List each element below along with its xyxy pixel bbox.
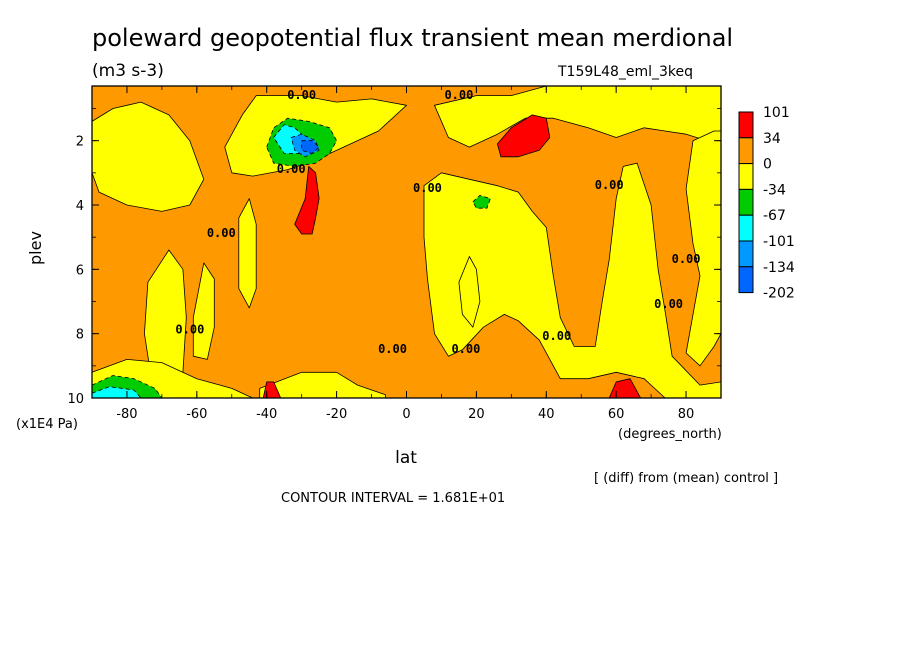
chart-units: (m3 s-3) [92, 61, 164, 81]
contour-label-4: 0.00 [595, 178, 624, 192]
legend-swatch-4 [738, 214, 754, 242]
contour-label-3: 0.00 [413, 181, 442, 195]
contour-label-5: 0.00 [207, 226, 236, 240]
legend-label-5: -101 [763, 234, 795, 250]
color-legend: 101 34 0 -34 -67 -101 -134 -202 [738, 105, 795, 302]
legend-label-2: 0 [763, 157, 772, 173]
x-tick-label-2: -40 [256, 407, 277, 422]
y-axis-units: (x1E4 Pa) [16, 417, 78, 432]
x-tick-label-0: -80 [116, 407, 137, 422]
x-tick-label-7: 60 [608, 407, 625, 422]
chart-title: poleward geopotential flux transient mea… [92, 24, 733, 52]
legend-swatch-2 [738, 163, 754, 190]
contour-region-8 [423, 162, 722, 399]
contour-region-21 [472, 194, 491, 209]
legend-swatch-0 [738, 111, 754, 139]
contour-region-18 [301, 140, 320, 154]
contour-interval: CONTOUR INTERVAL = 1.681E+01 [281, 491, 505, 506]
contour-label-9: 0.00 [451, 342, 480, 356]
contour-label-1: 0.00 [444, 88, 473, 102]
y-axis-label: plev [26, 231, 45, 265]
x-tick-label-8: 80 [678, 407, 695, 422]
contour-fill-layer [91, 85, 722, 399]
contour-label-0: 0.00 [287, 88, 316, 102]
contour-label-6: 0.00 [672, 252, 701, 266]
y-tick-label-0: 2 [76, 135, 84, 150]
contour-region-11 [294, 165, 320, 235]
contour-label-8: 0.00 [175, 323, 204, 337]
x-tick-label-3: -20 [326, 407, 347, 422]
legend-label-4: -67 [763, 208, 786, 224]
legend-swatch-1 [738, 137, 754, 165]
x-axis-units: (degrees_north) [618, 427, 722, 442]
legend-label-7: -202 [763, 286, 795, 302]
legend-label-0: 101 [763, 105, 790, 121]
run-label: T159L48_eml_3keq [557, 64, 693, 80]
contour-label-7: 0.00 [654, 297, 683, 311]
contour-region-12 [496, 114, 551, 158]
contour-region-20 [91, 386, 142, 399]
contour-region-2 [192, 262, 215, 360]
contour-label-11: 0.00 [378, 342, 407, 356]
legend-swatch-3 [738, 188, 754, 216]
contour-region-9 [458, 256, 481, 328]
legend-swatch-6 [738, 266, 754, 294]
comparison-note: [ (diff) from (mean) control ] [594, 471, 778, 486]
contour-label-layer: 0.00 0.00 0.00 0.00 0.00 0.00 0.00 0.00 0.00 0.00… [175, 88, 700, 356]
x-tick-label-5: 20 [468, 407, 485, 422]
x-tick-label-4: 0 [402, 407, 410, 422]
x-tick-label-6: 40 [538, 407, 555, 422]
y-tick-label-1: 4 [76, 199, 84, 214]
x-axis-label: lat [395, 448, 417, 468]
x-tick-label-1: -60 [186, 407, 207, 422]
y-tick-label-3: 8 [76, 328, 84, 343]
axes-layer: -80 -60 -40 -20 0 20 40 60 80 2 4 6 8 10 [67, 86, 722, 422]
y-tick-label-2: 6 [76, 263, 84, 278]
y-tick-label-4: 10 [67, 392, 84, 407]
contour-label-2: 0.00 [277, 162, 306, 176]
legend-label-6: -134 [763, 260, 795, 276]
legend-label-1: 34 [763, 131, 781, 147]
contour-region-4 [238, 198, 257, 309]
legend-swatch-5 [738, 240, 754, 268]
contour-region-0 [91, 101, 205, 212]
legend-label-3: -34 [763, 182, 786, 198]
contour-label-10: 0.00 [542, 329, 571, 343]
